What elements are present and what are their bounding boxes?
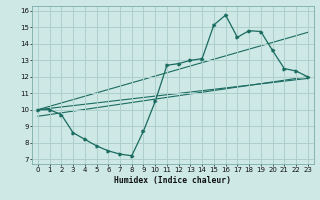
- X-axis label: Humidex (Indice chaleur): Humidex (Indice chaleur): [114, 176, 231, 185]
